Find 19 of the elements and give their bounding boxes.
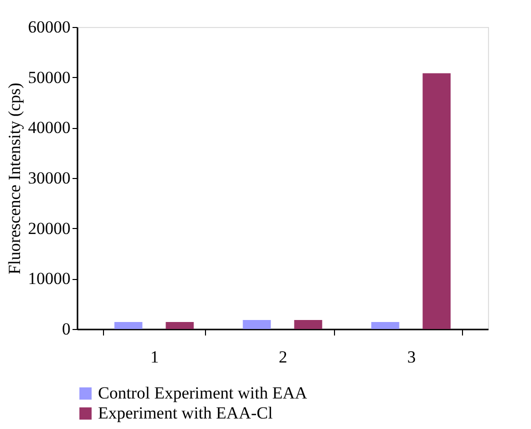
- y-tick-label: 50000: [28, 68, 70, 87]
- y-tick-label: 0: [62, 320, 70, 338]
- x-tick-label: 2: [278, 348, 288, 366]
- y-tick-label: 30000: [28, 168, 70, 188]
- bar: [166, 322, 194, 329]
- y-tick-label: 20000: [28, 218, 70, 238]
- bar: [371, 322, 400, 329]
- bar: [294, 320, 322, 329]
- legend-label: Experiment with EAA-Cl: [98, 404, 273, 422]
- y-axis-title: Fluorescence Intensity (cps): [5, 82, 24, 274]
- y-tick-label: 60000: [28, 18, 70, 36]
- x-tick-label: 3: [407, 348, 416, 366]
- legend-label: Control Experiment with EAA: [98, 384, 308, 402]
- bar: [114, 322, 142, 329]
- bar: [242, 320, 271, 329]
- x-tick-label: 1: [150, 348, 159, 366]
- y-tick-label: 10000: [28, 269, 70, 288]
- bar: [422, 73, 451, 329]
- y-tick-label: 40000: [28, 118, 70, 138]
